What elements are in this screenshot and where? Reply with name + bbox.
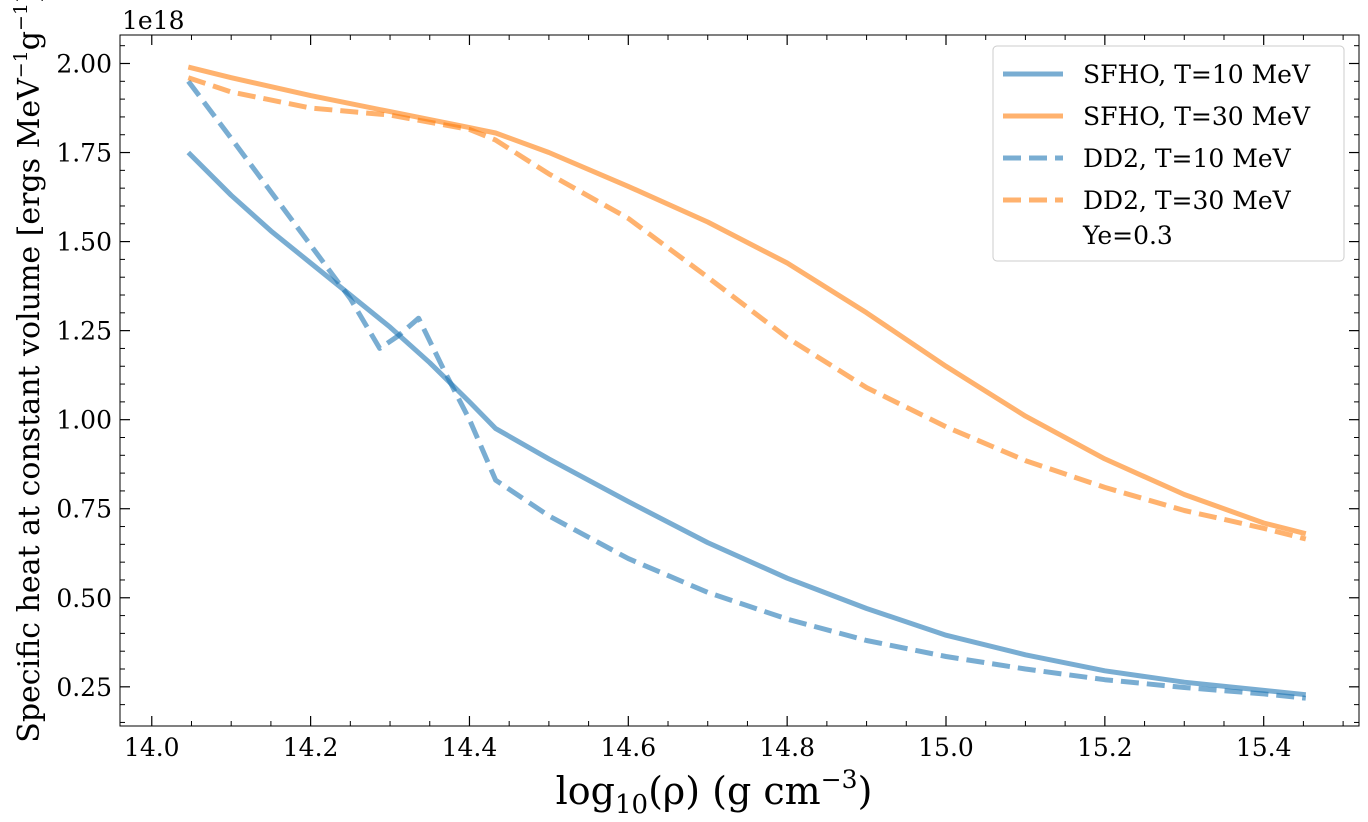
y-tick-label: 1.75 [56,139,112,168]
series-line-sfho-t-30-mev [187,64,1307,537]
series-line-sfho-t-10-mev [186,150,1307,698]
y-tick-label: 1.50 [56,228,112,257]
legend-label: DD2, T=30 MeV [1083,186,1292,215]
legend-entries: SFHO, T=10 MeV SFHO, T=30 MeV DD2, T=10 Me… [1003,60,1311,215]
tick-labels: 14.0 14.2 14.4 14.6 14.8 15.0 15.2 15.4 0.25 0.50… [56,49,1291,762]
x-axis-label: log10(ρ) (g cm−3) [556,765,873,820]
x-tick-label: 14.4 [442,733,498,762]
y-axis-label: Specific heat at constant volume [ergs M… [10,0,47,743]
legend-label: SFHO, T=10 MeV [1083,60,1311,89]
y-tick-label: 2.00 [56,49,112,78]
x-tick-label: 15.0 [918,733,974,762]
legend: SFHO, T=10 MeV SFHO, T=30 MeV DD2, T=10 Me… [992,45,1345,262]
x-tick-label: 15.2 [1077,733,1133,762]
x-tick-label: 15.4 [1236,733,1292,762]
series-line-dd2-t-10-mev [186,79,1307,701]
plot-frame [119,34,1360,727]
y-tick-label: 0.50 [56,584,112,613]
y-tick-label: 1.25 [56,317,112,346]
series-line-dd2-t-30-mev [187,75,1307,542]
legend-note-ye: Ye=0.3 [1082,221,1173,250]
x-tick-label: 14.0 [124,733,180,762]
y-offset-text: 1e18 [122,6,185,35]
y-tick-label: 1.00 [56,406,112,435]
legend-box [992,45,1345,262]
x-tick-label: 14.2 [283,733,339,762]
tick-marks [120,35,1359,726]
legend-label: SFHO, T=30 MeV [1083,102,1311,131]
plot-lines [186,64,1307,701]
y-tick-label: 0.75 [56,495,112,524]
y-tick-label: 0.25 [56,673,112,702]
x-tick-label: 14.8 [759,733,815,762]
x-tick-label: 14.6 [600,733,656,762]
legend-label: DD2, T=10 MeV [1083,144,1292,173]
